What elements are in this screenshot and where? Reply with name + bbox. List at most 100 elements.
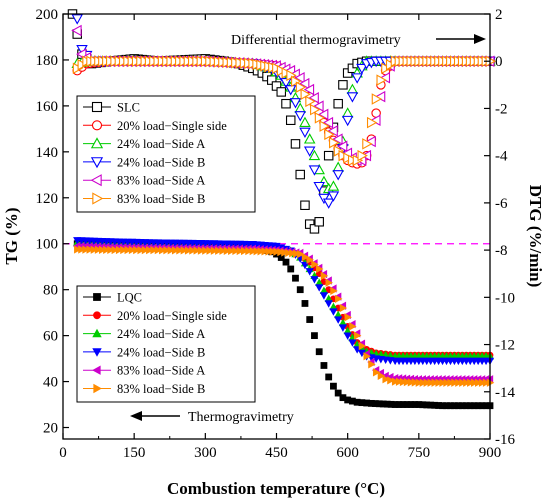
data-point (341, 107, 354, 118)
y-axis-right-title: DTG (%/min) (526, 185, 545, 287)
data-point (282, 258, 290, 266)
legend-marker (93, 311, 101, 320)
data-point (322, 198, 335, 209)
annotations: Differential thermogravimetry Thermograv… (130, 33, 486, 425)
data-point (277, 248, 285, 257)
data-point (362, 138, 373, 150)
data-point (111, 245, 120, 255)
data-point (202, 246, 210, 255)
data-point (300, 200, 310, 211)
data-point (343, 332, 352, 340)
data-point (411, 378, 420, 387)
data-point (306, 316, 314, 323)
data-point (219, 246, 227, 255)
data-point (330, 382, 337, 390)
data-point (303, 146, 316, 157)
y-left-tick-label: 80 (43, 283, 58, 299)
data-point (294, 111, 306, 122)
data-point (371, 93, 383, 105)
y-right-tick-label: -12 (495, 338, 515, 354)
data-point (290, 139, 301, 149)
x-tick-label: 750 (408, 445, 431, 461)
x-tick-label: 600 (336, 445, 359, 461)
legend-label: 24% load−Side A (117, 327, 205, 341)
data-point (372, 368, 381, 377)
data-point (431, 378, 439, 387)
data-point (467, 378, 475, 387)
data-point (382, 375, 390, 384)
data-point (403, 378, 412, 387)
data-point (294, 71, 305, 84)
data-point (336, 140, 348, 152)
data-point (332, 161, 344, 172)
data-point (435, 378, 443, 387)
data-point (308, 149, 321, 161)
data-point (240, 246, 249, 256)
legend-label: 83% load−Side A (117, 174, 205, 188)
data-point (334, 316, 343, 324)
data-point (285, 248, 293, 258)
y-right-tick-label: -6 (495, 196, 508, 212)
data-point (146, 245, 154, 255)
data-point (368, 360, 376, 369)
legend-marker (91, 120, 103, 131)
data-point (163, 246, 171, 255)
data-point (74, 245, 82, 254)
data-point (329, 136, 340, 149)
data-point (228, 246, 236, 256)
plot-layer (63, 9, 496, 410)
data-point (184, 246, 193, 255)
data-point (346, 92, 359, 103)
x-axis-title: Combustion temperature (°C) (167, 479, 385, 498)
data-point (289, 249, 297, 258)
data-point (305, 268, 314, 276)
y-right-tick-label: -10 (495, 290, 515, 306)
data-point (180, 246, 189, 255)
data-point (299, 127, 311, 139)
data-point (325, 373, 333, 381)
data-point (299, 116, 311, 128)
data-point (310, 103, 321, 116)
legend-marker (93, 293, 101, 301)
data-point (349, 322, 357, 331)
data-point (338, 80, 348, 90)
data-point (320, 271, 329, 281)
ticks-layer: 0 150 300 450 600 750 900204060801001201401601… (36, 7, 516, 461)
legend-marker (93, 383, 102, 394)
data-point (189, 246, 197, 255)
series-tg-3 (73, 237, 495, 366)
annotation-dtg: Differential thermogravimetry (231, 33, 401, 48)
data-point (344, 313, 352, 322)
x-tick-label: 900 (479, 445, 502, 461)
data-point (478, 378, 487, 387)
data-point (322, 116, 334, 129)
data-point (471, 378, 479, 387)
annotation-dtg-arrowhead (474, 34, 486, 44)
data-point (301, 300, 309, 307)
y-right-tick-label: -2 (495, 101, 508, 117)
data-point (314, 112, 326, 124)
data-point (257, 247, 265, 256)
legend-label: 24% load−Side B (117, 155, 205, 169)
legend-marker (92, 365, 101, 375)
data-point (289, 98, 302, 109)
data-point (310, 276, 319, 284)
data-point (313, 181, 325, 193)
data-point (338, 324, 348, 332)
y-left-tick-label: 120 (36, 191, 59, 207)
x-tick-label: 0 (59, 445, 67, 461)
data-point (348, 339, 357, 347)
data-point (253, 247, 262, 256)
data-point (327, 180, 340, 191)
data-point (351, 73, 363, 84)
data-point (296, 286, 304, 294)
data-point (281, 248, 289, 257)
legend-label: 24% load−Side A (117, 137, 205, 151)
data-point (176, 246, 184, 255)
data-point (98, 245, 107, 254)
data-point (303, 83, 315, 96)
data-point (357, 149, 368, 162)
data-point (167, 246, 176, 255)
data-point (285, 115, 296, 126)
legend-label: SLC (117, 101, 140, 115)
